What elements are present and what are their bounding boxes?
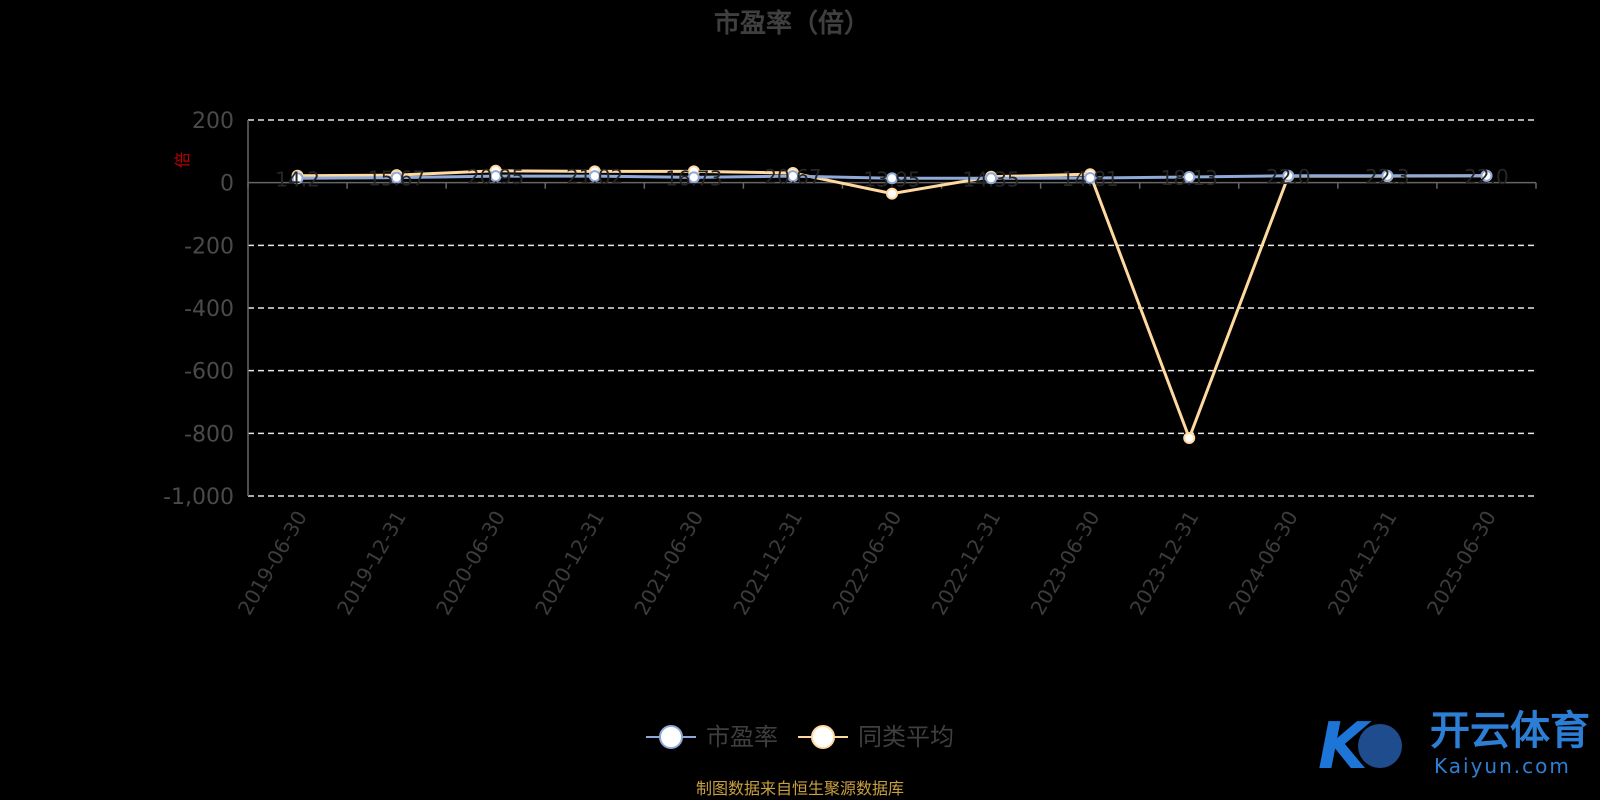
data-point[interactable] xyxy=(291,172,304,185)
data-label: 20.95 xyxy=(467,165,524,189)
data-point[interactable] xyxy=(1183,171,1196,184)
y-tick-label: 0 xyxy=(220,172,234,197)
data-point[interactable] xyxy=(1282,169,1295,182)
x-tick-label: 2023-06-30 xyxy=(1026,507,1105,620)
data-point[interactable] xyxy=(489,170,502,183)
watermark-en: Kaiyun.com xyxy=(1434,754,1571,778)
data-point[interactable] xyxy=(588,170,601,183)
logo-k-icon: K xyxy=(1318,710,1372,784)
x-tick-label: 2024-06-30 xyxy=(1224,507,1303,620)
watermark-logo: K 开云体育 Kaiyun.com xyxy=(1318,708,1590,784)
x-axis-ticks: 2019-06-30 2019-12-31 2020-06-30 2020-12-31… xyxy=(233,506,1501,619)
chart-title: 市盈率（倍） xyxy=(714,8,870,39)
legend[interactable]: 市盈率 同类平均 xyxy=(646,723,954,751)
data-point[interactable] xyxy=(390,171,403,184)
series-line-1 xyxy=(297,169,1487,443)
data-point[interactable] xyxy=(1480,169,1493,182)
data-point[interactable] xyxy=(1183,432,1196,445)
data-label: 22.3 xyxy=(1365,165,1410,189)
x-tick-label: 2025-06-30 xyxy=(1422,507,1501,620)
x-tick-label: 2022-06-30 xyxy=(827,507,906,620)
data-label: 21.02 xyxy=(566,165,623,189)
y-tick-label: 200 xyxy=(192,109,234,134)
data-point[interactable] xyxy=(1084,171,1097,184)
legend-label-peer[interactable]: 同类平均 xyxy=(858,723,954,751)
data-label: 16.73 xyxy=(665,166,722,190)
x-tick-label: 2024-12-31 xyxy=(1323,507,1402,620)
data-label: 15.67 xyxy=(368,167,425,191)
y-tick-label: -1,000 xyxy=(163,485,234,510)
legend-marker-peer xyxy=(811,725,835,749)
logo-ball-icon xyxy=(1358,724,1402,768)
data-point[interactable] xyxy=(786,170,799,183)
data-label: 18.13 xyxy=(1161,166,1218,190)
data-label: 22.0 xyxy=(1266,165,1311,189)
data-point[interactable] xyxy=(886,187,898,200)
x-tick-label: 2021-12-31 xyxy=(728,507,807,620)
y-axis-label: 倍 xyxy=(173,152,192,168)
data-label: 13.95 xyxy=(863,167,920,191)
x-tick-label: 2022-12-31 xyxy=(927,507,1006,620)
x-tick-label: 2023-12-31 xyxy=(1125,507,1204,620)
data-source-note: 制图数据来自恒生聚源数据库 xyxy=(696,779,904,798)
data-point[interactable] xyxy=(985,172,998,185)
data-label: 14.81 xyxy=(1062,167,1119,191)
data-point[interactable] xyxy=(1381,169,1394,182)
x-tick-label: 2019-06-30 xyxy=(233,507,312,620)
data-point[interactable] xyxy=(886,172,898,185)
x-tick-label: 2020-12-31 xyxy=(530,507,609,620)
data-label: 20.67 xyxy=(764,165,821,189)
data-label: 14.35 xyxy=(962,167,1019,191)
y-tick-label: -200 xyxy=(184,234,234,259)
y-tick-label: -600 xyxy=(184,360,234,385)
x-tick-label: 2020-06-30 xyxy=(431,507,510,620)
x-tick-label: 2021-06-30 xyxy=(629,507,708,620)
y-tick-label: -400 xyxy=(184,297,234,322)
x-tick-label: 2019-12-31 xyxy=(332,506,411,619)
y-axis-ticks: 200 0 -200 -400 -600 -800 -1,000 xyxy=(163,109,234,510)
data-point[interactable] xyxy=(687,171,700,184)
legend-marker-pe xyxy=(659,725,683,749)
series-group: 14.2 15.67 20.95 21.02 16.73 20.67 13.95 14.35 1… xyxy=(275,164,1509,445)
grid-lines xyxy=(248,119,1536,497)
watermark-cn: 开云体育 xyxy=(1430,708,1590,754)
data-label: 22.0 xyxy=(1464,165,1509,189)
y-tick-label: -800 xyxy=(184,422,234,447)
legend-label-pe[interactable]: 市盈率 xyxy=(706,723,778,751)
data-label: 14.2 xyxy=(275,167,320,191)
